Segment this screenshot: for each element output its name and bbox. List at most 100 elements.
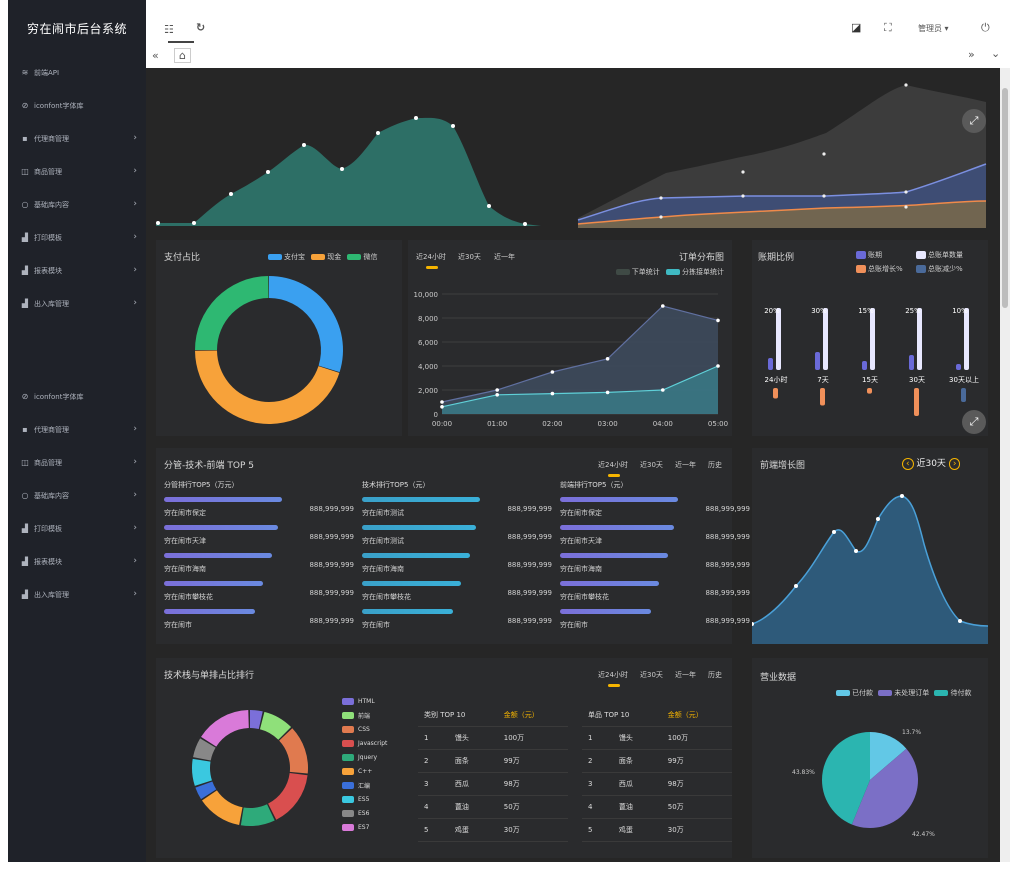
data-point [495,393,499,397]
rank-bar [560,525,674,530]
legend-decrease: 总账减少% [916,264,963,274]
order-tab-year[interactable]: 近一年 [494,253,515,261]
circle-icon: ○ [21,491,29,500]
sidebar-item-1[interactable]: ⊘ iconfont字体库 [8,89,146,122]
table-cell: 3 [418,772,449,796]
x-tick-label: 01:00 [487,420,507,428]
sidebar-item-3[interactable]: ◫ 商品管理 › [8,155,146,188]
scroll-left-icon[interactable]: « [152,49,159,62]
rank-bar [362,609,454,614]
tech-legend-item: Javascript [342,736,387,750]
rank-row: 穷在闹市海南 888,999,999 [560,550,750,578]
table-row: 5 鸡蛋 30万 [418,818,568,842]
rank-column-title: 分管排行TOP5（万元） [164,481,239,489]
top5-tab-30d[interactable]: 近30天 [640,461,663,469]
business-title: 营业数据 [760,673,797,683]
sidebar-item-0[interactable]: ⊘ iconfont字体库 [8,380,146,413]
power-icon[interactable]: ⏻ [981,21,990,34]
period-bar [956,364,961,370]
table-cell: 5 [582,818,613,842]
sidebar-item-label: 报表模块 [34,557,62,566]
expand-icon[interactable]: ⤢ [962,109,986,133]
theme-icon[interactable]: ◪ [851,21,862,34]
tech-tab-30d[interactable]: 近30天 [640,671,663,679]
legend-swatch [342,767,354,775]
period-bar [768,358,773,370]
top5-tab-year[interactable]: 近一年 [675,461,696,469]
fullscreen-icon[interactable]: ⛶ [884,21,892,34]
sidebar-item-3[interactable]: ○ 基础库内容 › [8,479,146,512]
tech-tab-year[interactable]: 近一年 [675,671,696,679]
sidebar-item-4[interactable]: ○ 基础库内容 › [8,188,146,221]
link-icon: ⊘ [21,101,29,110]
chevron-right-icon: › [133,133,137,143]
user-menu[interactable]: 管理员 ▾ [918,24,949,33]
page-scrollbar[interactable] [1000,68,1010,862]
tech-tab-history[interactable]: 历史 [708,671,722,679]
y-tick-label: 10,000 [414,291,439,299]
tech-slice-8 [193,738,216,761]
account-title: 账期比例 [758,253,795,263]
rank-column-title: 前端排行TOP5（元） [560,481,628,489]
rank-row: 穷在闹市攀枝花 888,999,999 [164,578,354,606]
home-tab-icon[interactable]: ⌂ [174,48,191,63]
sidebar-item-4[interactable]: ▟ 打印模板 › [8,512,146,545]
x-tick-label: 02:00 [542,420,562,428]
chevron-right-icon: › [133,166,137,176]
payment-legend: 支付宝 现金 微信 [268,252,377,262]
sidebar-item-2[interactable]: ◫ 商品管理 › [8,446,146,479]
active-tab-underline [426,266,438,269]
legend-swatch [342,795,354,803]
rank-row: 穷在闹市天津 888,999,999 [164,522,354,550]
tech-tab-24h[interactable]: 近24小时 [598,671,628,679]
tech-legend-item: ES5 [342,792,387,806]
next-period-icon[interactable]: › [948,458,961,470]
rank-row: 穷在闹市攀枝花 888,999,999 [560,578,750,606]
tab-dropdown-icon[interactable]: ⌄ [991,47,1001,60]
scroll-right-icon[interactable]: » [968,48,975,61]
legend-label: 前端 [358,712,371,720]
pie-label: 42.47% [912,831,935,838]
top5-tab-24h[interactable]: 近24小时 [598,461,628,469]
sidebar-item-7[interactable]: ▟ 出入库管理 › [8,287,146,320]
table-cell: 100万 [661,726,732,750]
prev-period-icon[interactable]: ‹ [902,458,914,470]
refresh-icon[interactable]: ↻ [196,21,206,34]
link-icon: ⊘ [21,392,29,401]
y-tick-label: 6,000 [418,339,438,347]
sidebar-item-5[interactable]: ▟ 报表模块 › [8,545,146,578]
active-tab-underline [608,684,620,687]
order-area-chart: 10,000 8,000 6,000 4,000 2,000 000:00 01:00 02:… [414,291,729,428]
menu-fold-icon[interactable]: ☷ [164,23,174,36]
chevron-right-icon: › [133,523,137,533]
legend-swatch [342,725,354,733]
sidebar-item-0[interactable]: ≋ 前端API [8,56,146,89]
rank-value: 888,999,999 [507,533,552,541]
chevron-right-icon: › [133,298,137,308]
chevron-right-icon: › [133,589,137,599]
sidebar-item-label: 代理商管理 [34,425,69,434]
rank-name: 穷在闹市 [362,621,390,629]
order-tab-30d[interactable]: 近30天 [458,253,481,261]
rank-value: 888,999,999 [309,561,354,569]
order-tab-24h[interactable]: 近24小时 [416,253,446,261]
sidebar-item-2[interactable]: ▪ 代理商管理 › [8,122,146,155]
table-cell: 馒头 [612,726,662,750]
legend-label: ES5 [358,795,370,803]
y-tick-label: 8,000 [418,315,438,323]
expand-icon-2[interactable]: ⤢ [962,410,986,434]
growth-period-label: 近30天 [916,459,946,469]
tech-panel: 技术栈与单排占比排行 近24小时 近30天 近一年 历史 HTML 前端 CSS Ja… [156,658,732,858]
top5-tab-history[interactable]: 历史 [708,461,722,469]
rank-bar [362,525,476,530]
sidebar-item-1[interactable]: ▪ 代理商管理 › [8,413,146,446]
sidebar-item-6[interactable]: ▟ 报表模块 › [8,254,146,287]
sidebar-item-5[interactable]: ▟ 打印模板 › [8,221,146,254]
business-pie-chart: 13.7% 42.47% 43.83% [792,729,935,838]
sidebar-item-label: 出入库管理 [34,299,69,308]
square-icon: ▪ [22,134,28,143]
sidebar-item-label: 出入库管理 [34,590,69,599]
sidebar-item-6[interactable]: ▟ 出入库管理 › [8,578,146,611]
growth-title: 前端增长图 [760,461,806,471]
scrollbar-thumb[interactable] [1002,88,1008,308]
